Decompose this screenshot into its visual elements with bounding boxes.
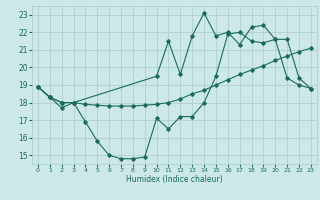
X-axis label: Humidex (Indice chaleur): Humidex (Indice chaleur): [126, 175, 223, 184]
